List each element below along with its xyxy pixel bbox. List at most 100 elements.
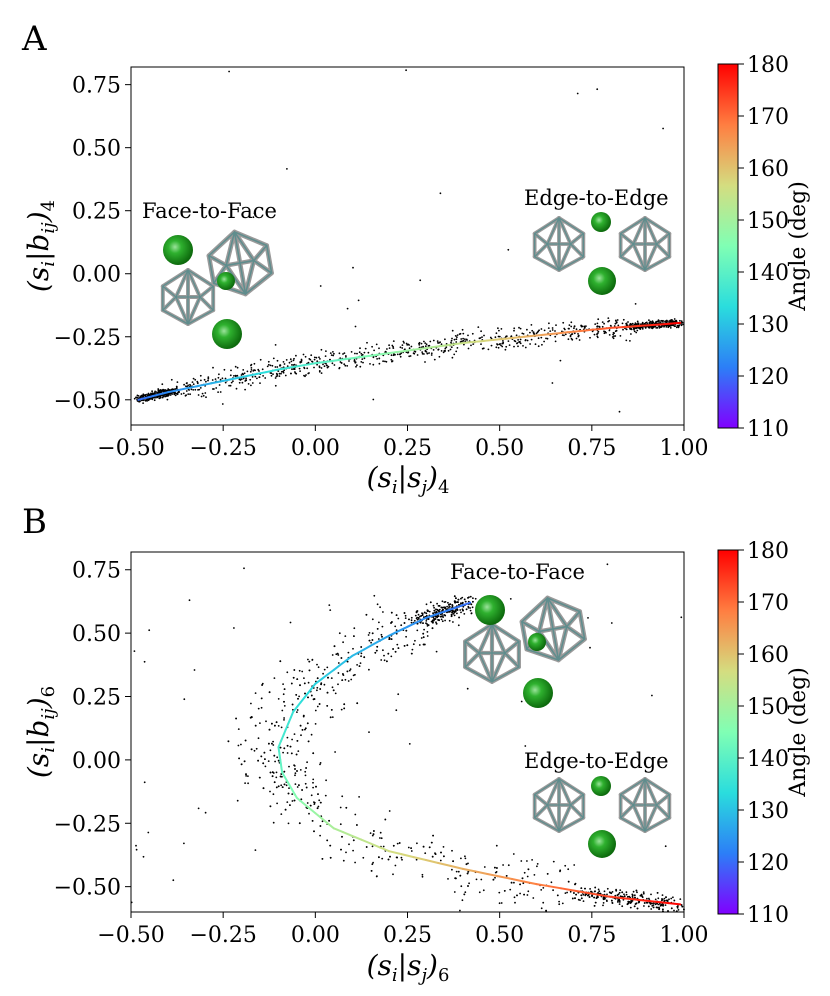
data-point xyxy=(580,894,583,897)
data-point xyxy=(401,344,404,346)
data-point xyxy=(264,765,267,768)
data-point xyxy=(651,321,654,324)
data-point xyxy=(320,367,323,369)
data-point xyxy=(516,894,518,897)
curve-segment xyxy=(609,895,623,900)
data-point xyxy=(338,367,341,370)
data-point xyxy=(605,331,607,334)
data-point xyxy=(376,603,379,606)
data-point xyxy=(422,622,424,624)
data-point xyxy=(271,771,274,774)
data-point xyxy=(157,395,160,398)
data-point xyxy=(217,391,220,393)
x-axis-label-a: (si|sj)4 xyxy=(367,461,450,498)
data-point xyxy=(642,891,645,893)
data-point xyxy=(329,856,332,859)
data-point xyxy=(669,325,671,327)
curve-segment xyxy=(351,356,360,360)
data-point xyxy=(317,805,320,808)
curve-segment xyxy=(173,388,182,392)
data-point xyxy=(437,348,440,351)
data-point xyxy=(651,902,653,905)
curve-segment xyxy=(632,898,647,902)
data-point xyxy=(283,770,286,773)
data-point xyxy=(467,334,469,337)
data-point xyxy=(374,651,377,654)
data-point xyxy=(341,835,343,838)
data-point xyxy=(439,341,441,344)
data-point xyxy=(606,563,609,566)
data-point xyxy=(610,622,613,624)
sphere-icon xyxy=(588,267,616,295)
data-point xyxy=(606,893,608,896)
data-point xyxy=(307,658,309,661)
data-point xyxy=(133,397,136,400)
data-point xyxy=(280,813,283,815)
data-point xyxy=(271,364,274,367)
data-point xyxy=(361,353,364,356)
data-point xyxy=(272,373,274,375)
data-point xyxy=(312,778,315,781)
data-point xyxy=(240,743,242,746)
data-point xyxy=(343,703,346,706)
x-tick-label: 0.25 xyxy=(383,436,432,461)
data-point xyxy=(136,394,139,397)
data-point xyxy=(500,328,503,330)
data-point xyxy=(332,351,334,353)
data-point xyxy=(315,356,318,359)
data-point xyxy=(456,608,458,611)
x-tick-label: 0.00 xyxy=(291,923,340,948)
data-point xyxy=(596,895,599,898)
data-point xyxy=(269,790,271,793)
x-tick-label: −0.25 xyxy=(189,436,256,461)
data-point xyxy=(320,372,323,374)
data-point xyxy=(415,611,418,614)
data-point xyxy=(348,669,351,672)
data-point xyxy=(563,327,566,330)
curve-segment xyxy=(437,862,452,867)
data-point xyxy=(324,355,327,357)
data-point xyxy=(286,752,289,754)
data-point xyxy=(330,677,333,679)
curve-segment xyxy=(246,373,255,377)
data-point xyxy=(240,378,243,380)
data-point xyxy=(286,671,289,674)
data-point xyxy=(464,340,467,343)
data-point xyxy=(211,379,214,381)
data-point xyxy=(432,834,434,837)
data-point xyxy=(392,648,394,650)
data-point xyxy=(272,821,275,824)
data-point xyxy=(370,870,373,872)
curve-segment xyxy=(504,337,513,340)
data-point xyxy=(450,613,453,616)
data-point xyxy=(295,354,297,357)
data-point xyxy=(543,340,545,343)
data-point xyxy=(272,744,275,746)
data-point xyxy=(148,394,151,397)
data-point xyxy=(630,333,632,335)
data-point xyxy=(397,617,400,620)
data-point xyxy=(326,364,328,367)
data-point xyxy=(373,830,375,832)
data-point xyxy=(611,901,614,904)
data-point xyxy=(304,727,307,730)
data-point xyxy=(334,751,336,753)
data-point xyxy=(363,351,366,354)
data-point xyxy=(317,793,319,795)
data-point xyxy=(307,696,309,699)
data-point xyxy=(603,330,605,333)
data-point xyxy=(675,319,678,322)
data-point xyxy=(497,335,500,338)
data-point xyxy=(455,350,458,353)
sphere-icon xyxy=(588,830,616,858)
curve-segment xyxy=(363,644,372,651)
data-point xyxy=(475,878,478,881)
data-point xyxy=(338,352,341,355)
data-point xyxy=(463,613,466,615)
data-point xyxy=(282,683,284,685)
data-point xyxy=(395,614,398,616)
data-point xyxy=(464,338,466,341)
curve-segment xyxy=(412,619,421,625)
data-point xyxy=(291,368,293,371)
data-point xyxy=(401,858,403,861)
